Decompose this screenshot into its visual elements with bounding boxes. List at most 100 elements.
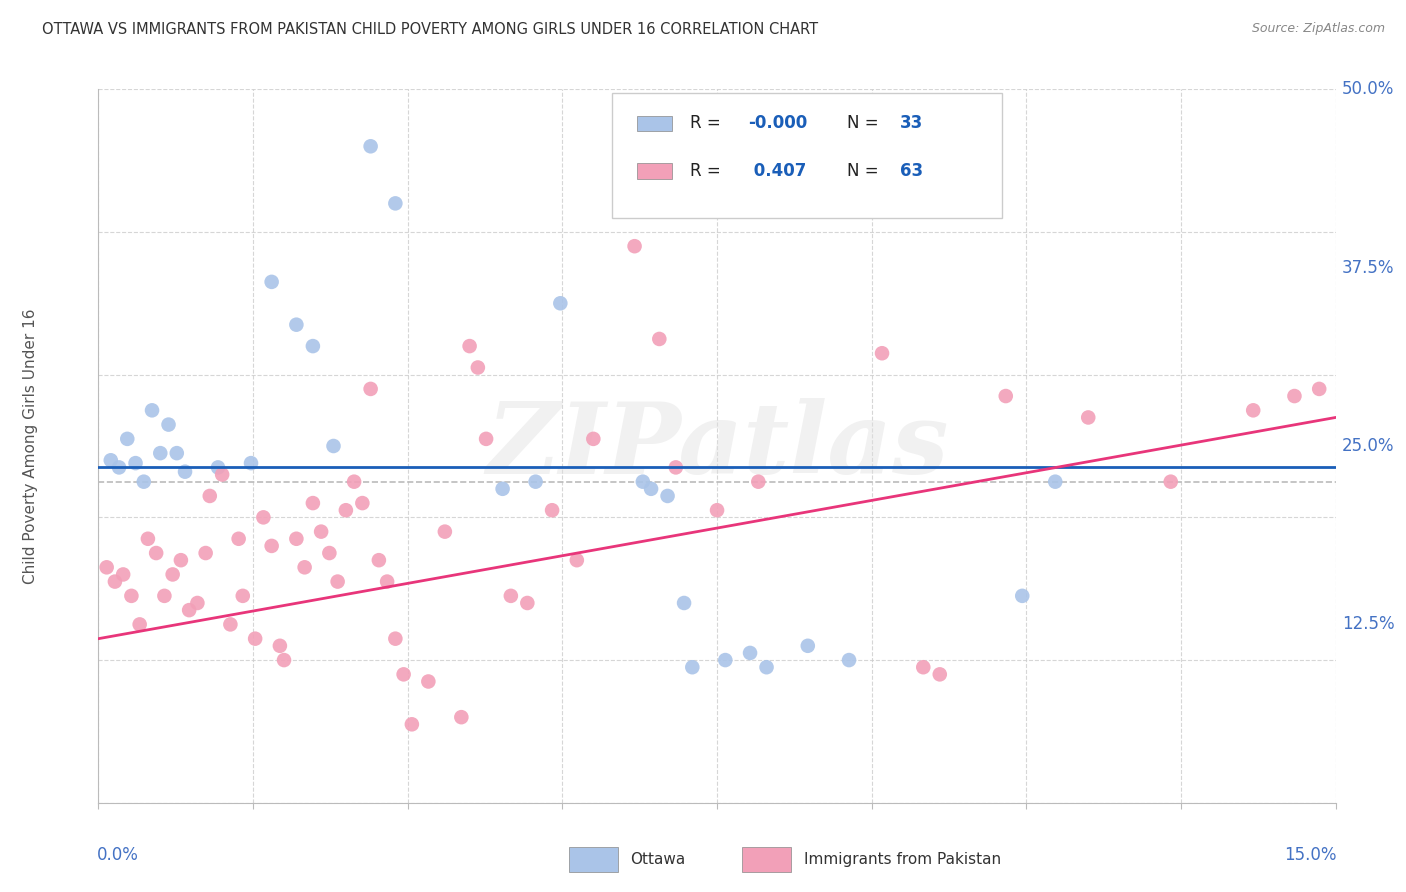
Point [665, 460, 688, 475]
Point [631, 475, 654, 489]
Point [285, 318, 308, 332]
Point [706, 503, 728, 517]
Point [1160, 475, 1182, 489]
Point [318, 546, 340, 560]
Text: Immigrants from Pakistan: Immigrants from Pakistan [804, 852, 1001, 867]
Point [994, 389, 1017, 403]
Point [112, 567, 135, 582]
Point [211, 467, 233, 482]
Point [343, 475, 366, 489]
Point [108, 460, 131, 475]
Point [870, 346, 893, 360]
Point [1284, 389, 1306, 403]
Point [179, 603, 201, 617]
Point [198, 489, 221, 503]
Point [170, 553, 193, 567]
Point [352, 496, 374, 510]
Point [260, 275, 283, 289]
Point [747, 475, 769, 489]
Text: ZIPatlas: ZIPatlas [486, 398, 948, 494]
Point [132, 475, 155, 489]
Point [273, 653, 295, 667]
Text: 12.5%: 12.5% [1341, 615, 1395, 633]
Point [136, 532, 159, 546]
Point [524, 475, 547, 489]
Point [738, 646, 761, 660]
Point [392, 667, 415, 681]
Text: 50.0%: 50.0% [1341, 80, 1395, 98]
Text: N =: N = [846, 162, 884, 180]
Point [162, 567, 184, 582]
FancyBboxPatch shape [742, 847, 792, 872]
Point [104, 574, 127, 589]
Point [681, 660, 703, 674]
Point [640, 482, 662, 496]
Text: R =: R = [690, 162, 725, 180]
Point [657, 489, 679, 503]
Point [309, 524, 332, 539]
Point [145, 546, 167, 560]
Point [232, 589, 254, 603]
Point [243, 632, 266, 646]
Point [252, 510, 274, 524]
Point [186, 596, 208, 610]
Point [100, 453, 122, 467]
Point [550, 296, 572, 310]
Point [117, 432, 139, 446]
Point [1077, 410, 1099, 425]
FancyBboxPatch shape [637, 163, 672, 179]
Point [194, 546, 217, 560]
Point [838, 653, 860, 667]
Point [499, 589, 522, 603]
Text: Child Poverty Among Girls Under 16: Child Poverty Among Girls Under 16 [22, 309, 38, 583]
Text: R =: R = [690, 114, 725, 132]
Point [375, 574, 398, 589]
Point [335, 503, 357, 517]
Point [491, 482, 513, 496]
Text: 37.5%: 37.5% [1341, 259, 1395, 277]
Point [302, 496, 325, 510]
Point [120, 589, 142, 603]
Point [384, 632, 406, 646]
Text: 63: 63 [900, 162, 924, 180]
Point [260, 539, 283, 553]
Point [475, 432, 498, 446]
Point [149, 446, 172, 460]
Point [928, 667, 950, 681]
Point [565, 553, 588, 567]
Point [1241, 403, 1264, 417]
Text: 0.0%: 0.0% [97, 846, 139, 863]
Point [153, 589, 176, 603]
Point [219, 617, 242, 632]
Point [285, 532, 308, 546]
Point [912, 660, 935, 674]
Text: 33: 33 [900, 114, 924, 132]
Point [541, 503, 564, 517]
Text: N =: N = [846, 114, 884, 132]
Point [450, 710, 472, 724]
Text: OTTAWA VS IMMIGRANTS FROM PAKISTAN CHILD POVERTY AMONG GIRLS UNDER 16 CORRELATIO: OTTAWA VS IMMIGRANTS FROM PAKISTAN CHILD… [42, 22, 818, 37]
Text: -0.000: -0.000 [748, 114, 807, 132]
Point [322, 439, 344, 453]
Point [623, 239, 645, 253]
Point [141, 403, 163, 417]
Text: Source: ZipAtlas.com: Source: ZipAtlas.com [1251, 22, 1385, 36]
Point [418, 674, 440, 689]
Point [673, 596, 696, 610]
Point [1045, 475, 1067, 489]
Point [648, 332, 671, 346]
Text: Ottawa: Ottawa [630, 852, 686, 867]
Point [166, 446, 188, 460]
Point [96, 560, 118, 574]
Point [714, 653, 737, 667]
Point [433, 524, 456, 539]
Point [1308, 382, 1330, 396]
Point [128, 617, 150, 632]
Text: 25.0%: 25.0% [1341, 437, 1395, 455]
Point [516, 596, 538, 610]
Text: 0.407: 0.407 [748, 162, 807, 180]
Point [367, 553, 389, 567]
Point [174, 465, 197, 479]
Point [1011, 589, 1033, 603]
Point [157, 417, 180, 432]
